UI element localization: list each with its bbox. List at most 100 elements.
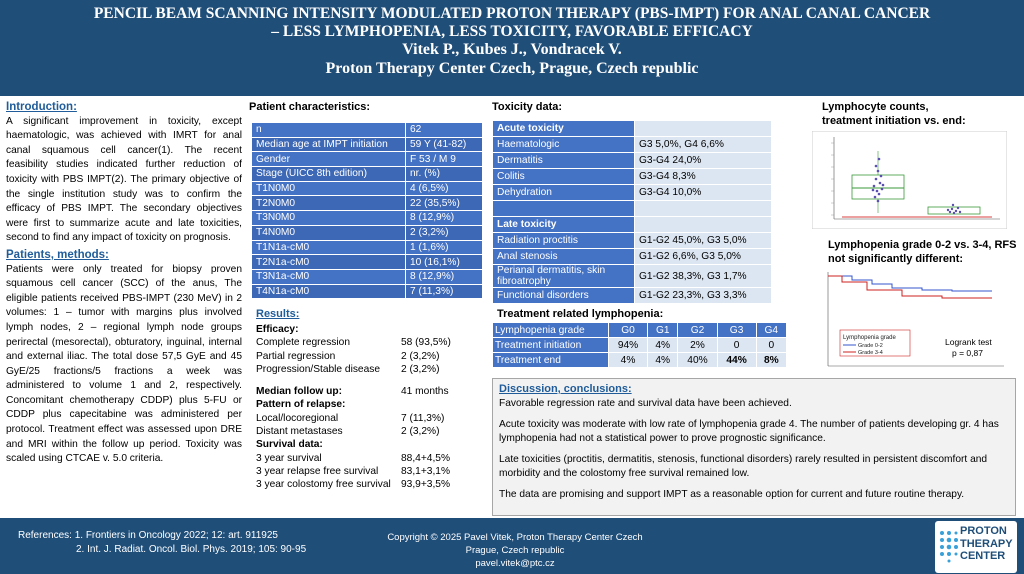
toxicity-label: [492, 200, 635, 217]
discussion-box: Discussion, conclusions: Favorable regre…: [492, 378, 1016, 516]
pc-row: T2N1a-cM0 10 (16,1%): [251, 254, 483, 270]
pc-value: 8 (12,9%): [405, 210, 483, 226]
copyright-line2: Prague, Czech republic: [465, 545, 565, 556]
efficacy-row: Complete regression 58 (93,5%): [251, 336, 486, 349]
toxicity-label: Perianal dermatitis, skin fibroatrophy: [492, 264, 635, 288]
lymphopenia-header-cell: G0: [607, 322, 649, 338]
toxicity-value: G1-G2 23,3%, G3 3,3%: [634, 287, 772, 304]
toxicity-label: Dehydration: [492, 184, 635, 201]
followup-label: Median follow up:: [256, 386, 343, 398]
discussion-paragraph: Late toxicities (proctitis, dermatitis, …: [499, 454, 988, 479]
pc-row: Gender F 53 / M 9: [251, 151, 483, 168]
authors: Vitek P., Kubes J., Vondracek V.: [402, 41, 622, 58]
toxicity-label: Acute toxicity: [492, 120, 635, 137]
pc-value: 62: [405, 122, 483, 138]
lymphopenia-header-cell: G4: [755, 322, 788, 338]
toxicity-row: [492, 200, 772, 217]
efficacy-row: Partial regression 2 (3,2%): [251, 350, 486, 363]
pc-row: Median age at IMPT initiation 59 Y (41-82…: [251, 136, 483, 153]
pc-row: n 62: [251, 122, 483, 138]
efficacy-label: Partial regression: [256, 350, 336, 362]
chart2-legend-grade34: Grade 3-4: [858, 350, 883, 356]
pc-label: T1N0M0: [251, 180, 406, 197]
relapse-value: 7 (11,3%): [401, 412, 445, 424]
lymphopenia-cell: 0: [755, 337, 788, 353]
patients-methods-title: Patients, methods:: [6, 248, 109, 261]
introduction-text: A significant improvement in toxicity, e…: [6, 115, 242, 244]
pc-value: nr. (%): [405, 166, 483, 182]
efficacy-row: Progression/Stable disease 2 (3,2%): [251, 363, 486, 376]
chart2-legend-grade02: Grade 0-2: [858, 343, 883, 349]
relapse-value: 2 (3,2%): [401, 426, 440, 438]
pc-row: T2N0M0 22 (35,5%): [251, 195, 483, 212]
lymphopenia-row: Treatment initiation 94% 4% 2% 0 0: [492, 337, 788, 353]
results-section: Results: Efficacy: Complete regression 58…: [251, 308, 486, 516]
references: References: 1. Frontiers in Oncology 202…: [18, 529, 306, 557]
toxicity-value: [634, 200, 772, 217]
toxicity-title: Toxicity data:: [492, 101, 563, 113]
logo-text: PROTON THERAPY CENTER: [960, 525, 1013, 563]
pc-label: T2N0M0: [251, 195, 406, 212]
toxicity-row: Colitis G3-G4 8,3%: [492, 168, 772, 185]
lymphopenia-cell: Treatment initiation: [492, 337, 609, 353]
survival-label: 3 year survival: [256, 452, 322, 464]
title-line-2: – LESS LYMPHOPENIA, LESS TOXICITY, FAVOR…: [271, 23, 753, 40]
survival-label: 3 year relapse free survival: [256, 465, 379, 477]
survival-row: 3 year colostomy free survival 93,9+3,5%: [251, 478, 486, 491]
lymphopenia-cell: 2%: [677, 337, 718, 353]
lymphopenia-header-cell: G2: [677, 322, 718, 338]
lymphopenia-cell: 4%: [647, 337, 679, 353]
efficacy-value: 2 (3,2%): [401, 363, 440, 375]
pc-value: 2 (3,2%): [405, 224, 483, 241]
relapse-row: Local/locoregional 7 (11,3%): [251, 412, 486, 425]
copyright-line1: Copyright © 2025 Pavel Vitek, Proton The…: [387, 532, 643, 543]
logo-text-2: THERAPY: [960, 537, 1013, 550]
toxicity-label: Radiation proctitis: [492, 232, 635, 249]
patient-characteristics-table: n 62 Median age at IMPT initiation 59 Y (41…: [251, 122, 483, 300]
relapse-title: Pattern of relapse:: [256, 399, 346, 411]
lymphopenia-cell: 40%: [677, 352, 718, 368]
pc-value: 59 Y (41-82): [405, 136, 483, 153]
pc-row: T1N0M0 4 (6,5%): [251, 180, 483, 197]
toxicity-row: Acute toxicity: [492, 120, 772, 137]
toxicity-value: G3-G4 10,0%: [634, 184, 772, 201]
toxicity-label: Functional disorders: [492, 287, 635, 304]
efficacy-label: Complete regression: [256, 337, 350, 349]
title-line-1: PENCIL BEAM SCANNING INTENSITY MODULATED…: [93, 5, 931, 22]
lymphopenia-cell: Treatment end: [492, 352, 609, 368]
discussion-paragraph: The data are promising and support IMPT …: [499, 489, 965, 500]
toxicity-value: G3-G4 24,0%: [634, 152, 772, 169]
lymphopenia-cell: 44%: [716, 352, 757, 368]
pc-label: T3N1a-cM0: [251, 268, 406, 285]
lymphopenia-header-cell: G3: [716, 322, 757, 338]
chart2-legend-title: Lymphopenia grade: [843, 335, 896, 341]
relapse-label: Distant metastases: [256, 426, 343, 438]
toxicity-label: Colitis: [492, 168, 635, 185]
discussion-paragraph: Favorable regression rate and survival d…: [499, 397, 792, 409]
toxicity-row: Perianal dermatitis, skin fibroatrophy G1…: [492, 264, 772, 288]
followup-value: 41 months: [401, 386, 449, 398]
toxicity-value: [634, 120, 772, 137]
pc-value: 22 (35,5%): [405, 195, 483, 212]
survival-title: Survival data:: [256, 439, 323, 451]
chart2-title: Lymphopenia grade 0-2 vs. 3-4, RFS not s…: [828, 238, 1016, 266]
logo-dots-icon: [940, 531, 958, 563]
toxicity-value: [634, 216, 772, 233]
lymphocyte-boxplot: [812, 131, 1007, 229]
lymphopenia-cell: 4%: [647, 352, 679, 368]
patients-methods-text: Patients were only treated for biopsy pr…: [6, 263, 242, 465]
toxicity-value: G3 5,0%, G4 6,6%: [634, 136, 772, 153]
pc-value: 7 (11,3%): [405, 283, 483, 300]
survival-row: 3 year relapse free survival 83,1+3,1%: [251, 465, 486, 478]
pc-label: T3N0M0: [251, 210, 406, 226]
patient-characteristics-title: Patient characteristics:: [249, 101, 371, 113]
introduction-title: Introduction:: [6, 101, 77, 113]
survival-value: 93,9+3,5%: [401, 479, 450, 491]
reference-1: References: 1. Frontiers in Oncology 202…: [18, 530, 278, 541]
pc-label: T1N1a-cM0: [251, 239, 406, 256]
efficacy-label: Progression/Stable disease: [256, 363, 381, 375]
reference-2: 2. Int. J. Radiat. Oncol. Biol. Phys. 20…: [76, 544, 307, 555]
pc-label: n: [251, 122, 406, 138]
survival-value: 83,1+3,1%: [401, 465, 450, 477]
chart1-title: Lymphocyte counts, treatment initiation …: [822, 100, 966, 128]
